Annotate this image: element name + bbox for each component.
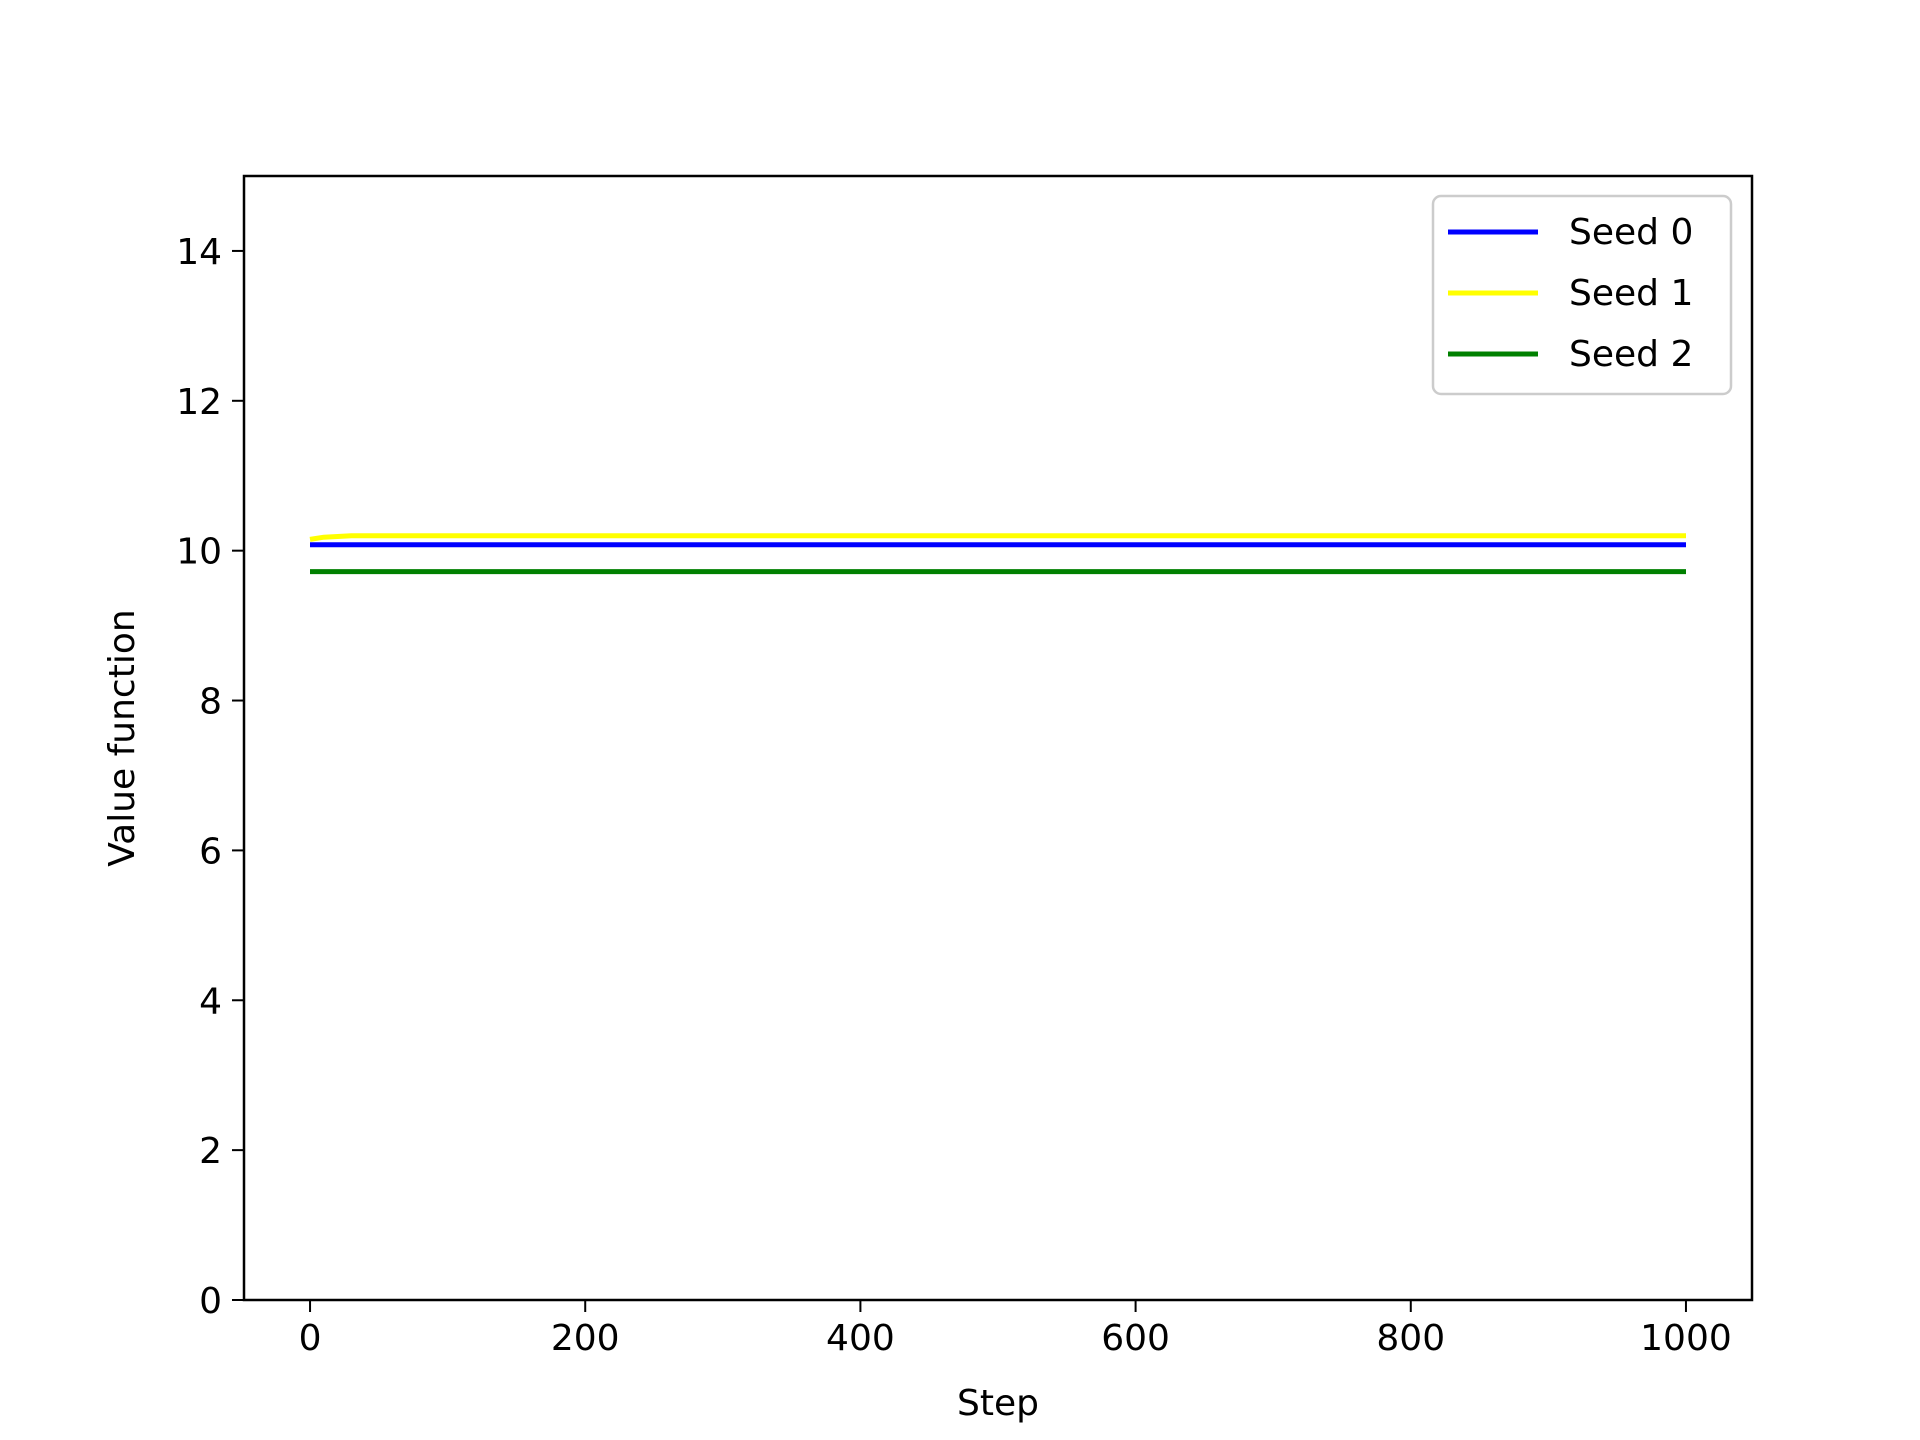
x-axis: 0 200 400 600 800 1000 xyxy=(299,1300,1732,1359)
plot-frame xyxy=(242,174,1754,1302)
y-tick-label: 10 xyxy=(176,532,222,573)
y-tick-label: 2 xyxy=(199,1131,222,1172)
legend-box xyxy=(1431,194,1733,396)
x-tick-label: 200 xyxy=(551,1318,620,1359)
x-tick-label: 0 xyxy=(299,1318,322,1359)
y-tick-label: 14 xyxy=(176,232,222,273)
y-tick-label: 12 xyxy=(176,382,222,423)
y-tick-label: 6 xyxy=(199,831,222,872)
legend-label: Seed 2 xyxy=(1569,334,1693,375)
legend-label: Seed 0 xyxy=(1569,212,1693,253)
legend: Seed 0 Seed 1 Seed 2 xyxy=(1431,194,1733,396)
x-tick-label: 800 xyxy=(1376,1318,1445,1359)
y-tick-label: 4 xyxy=(199,981,222,1022)
series-line-1 xyxy=(309,533,1686,542)
y-axis-label: Value function xyxy=(102,609,143,866)
y-tick-label: 8 xyxy=(199,682,222,723)
y-tick-label: 0 xyxy=(199,1281,222,1322)
x-axis-label: Step xyxy=(957,1383,1039,1424)
legend-label: Seed 1 xyxy=(1569,273,1693,314)
x-tick-label: 600 xyxy=(1101,1318,1170,1359)
x-tick-label: 400 xyxy=(826,1318,895,1359)
x-tick-label: 1000 xyxy=(1640,1318,1732,1359)
y-axis: 0 2 4 6 8 10 12 14 xyxy=(176,232,244,1322)
series-layer xyxy=(309,533,1686,575)
